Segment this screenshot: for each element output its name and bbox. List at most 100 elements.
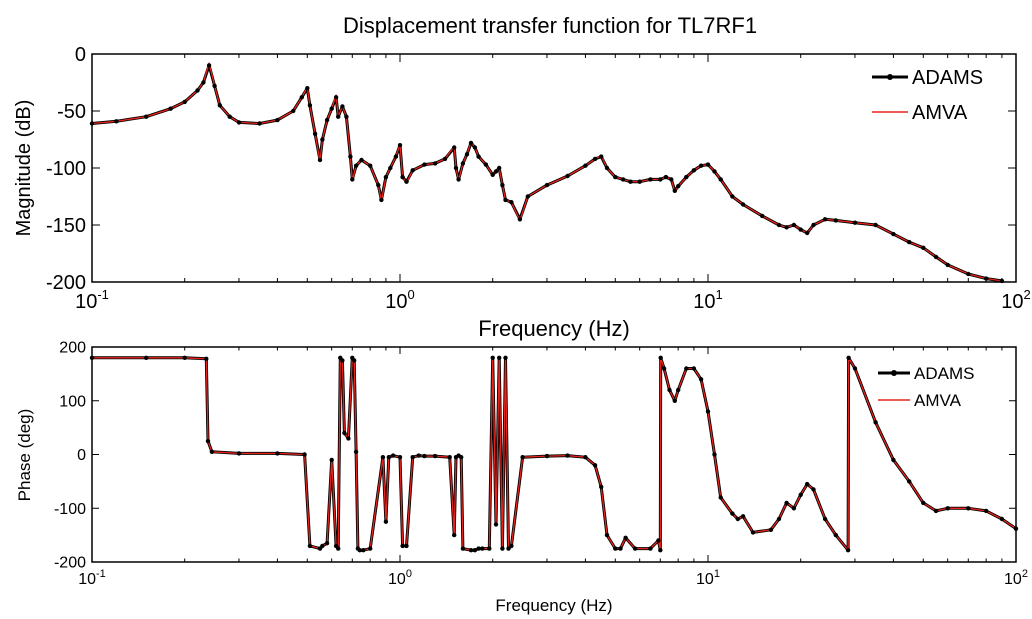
data-point-adams: [853, 366, 857, 370]
data-point-adams: [212, 84, 216, 88]
data-point-adams: [984, 509, 988, 513]
data-point-adams: [545, 454, 549, 458]
ytick-label: -50: [57, 101, 86, 123]
xtick-base: 10: [693, 291, 715, 313]
legend-amva-label: AMVA: [912, 102, 968, 124]
data-point-adams: [799, 227, 803, 231]
data-point-adams: [509, 544, 513, 548]
data-point-adams: [613, 175, 617, 179]
data-point-adams: [777, 223, 781, 227]
data-point-adams: [300, 95, 304, 99]
data-point-adams: [497, 166, 501, 170]
data-point-adams: [966, 272, 970, 276]
data-point-adams: [736, 517, 740, 521]
data-point-adams: [599, 485, 603, 489]
data-point-adams: [379, 198, 383, 202]
data-point-adams: [648, 177, 652, 181]
data-point-adams: [257, 121, 261, 125]
data-point-adams: [318, 158, 322, 162]
data-point-adams: [342, 431, 346, 435]
data-point-adams: [336, 115, 340, 119]
data-point-adams: [583, 455, 587, 459]
data-point-adams: [684, 366, 688, 370]
data-point-adams: [545, 183, 549, 187]
data-point-adams: [673, 189, 677, 193]
data-point-adams: [275, 118, 279, 122]
xtick-exponent: -1: [96, 568, 106, 580]
data-point-adams: [684, 175, 688, 179]
data-point-adams: [325, 541, 329, 545]
data-point-adams: [811, 223, 815, 227]
data-point-adams: [484, 162, 488, 166]
data-point-adams: [340, 104, 344, 108]
xtick-exponent: 2: [1022, 568, 1028, 580]
data-point-adams: [454, 166, 458, 170]
data-point-adams: [628, 180, 632, 184]
data-point-adams: [605, 533, 609, 537]
data-point-adams: [891, 232, 895, 236]
xtick-exponent: 0: [406, 568, 412, 580]
data-point-adams: [330, 458, 334, 462]
data-point-adams: [662, 366, 666, 370]
data-point-adams: [404, 544, 408, 548]
ytick-label: 200: [59, 340, 86, 357]
data-point-adams: [520, 455, 524, 459]
legend-adams-label: ADAMS: [914, 364, 974, 383]
data-point-adams: [730, 194, 734, 198]
data-point-adams: [784, 225, 788, 229]
legend-amva-label: AMVA: [914, 391, 962, 410]
data-point-adams: [891, 458, 895, 462]
data-point-adams: [500, 546, 504, 550]
data-point-adams: [618, 546, 622, 550]
data-point-adams: [907, 479, 911, 483]
data-point-adams: [237, 120, 241, 124]
phase-xlabel: Frequency (Hz): [495, 596, 612, 615]
data-point-adams: [497, 356, 501, 360]
data-point-adams: [473, 145, 477, 149]
data-point-adams: [461, 161, 465, 165]
xtick-exponent: 1: [714, 568, 720, 580]
data-point-adams: [469, 548, 473, 552]
data-point-adams: [388, 166, 392, 170]
data-point-adams: [946, 506, 950, 510]
data-point-adams: [853, 221, 857, 225]
data-point-adams: [400, 544, 404, 548]
data-point-adams: [384, 520, 388, 524]
data-point-adams: [966, 506, 970, 510]
data-point-adams: [784, 501, 788, 505]
data-point-adams: [320, 544, 324, 548]
data-point-adams: [387, 455, 391, 459]
data-point-adams: [218, 103, 222, 107]
data-point-adams: [692, 366, 696, 370]
xtick-exponent: 1: [716, 287, 723, 302]
data-point-adams: [673, 399, 677, 403]
data-point-adams: [346, 436, 350, 440]
figure-title: Displacement transfer function for TL7RF…: [343, 13, 757, 38]
data-point-adams: [340, 358, 344, 362]
data-point-adams: [330, 107, 334, 111]
data-point-adams: [411, 455, 415, 459]
data-point-adams: [391, 453, 395, 457]
data-point-adams: [583, 164, 587, 168]
data-point-adams: [805, 231, 809, 235]
data-point-adams: [417, 453, 421, 457]
data-point-adams: [621, 177, 625, 181]
data-point-adams: [400, 175, 404, 179]
data-point-adams: [777, 517, 781, 521]
xtick-base: 10: [75, 291, 97, 313]
data-point-adams: [658, 177, 662, 181]
data-point-adams: [494, 522, 498, 526]
data-point-adams: [934, 255, 938, 259]
ytick-label: 0: [77, 447, 86, 464]
data-point-adams: [565, 453, 569, 457]
data-point-adams: [320, 137, 324, 141]
data-point-adams: [325, 118, 329, 122]
data-point-adams: [712, 452, 716, 456]
data-point-adams: [664, 175, 668, 179]
data-point-adams: [168, 107, 172, 111]
data-point-adams: [206, 439, 210, 443]
data-point-adams: [605, 166, 609, 170]
data-point-adams: [658, 548, 662, 552]
